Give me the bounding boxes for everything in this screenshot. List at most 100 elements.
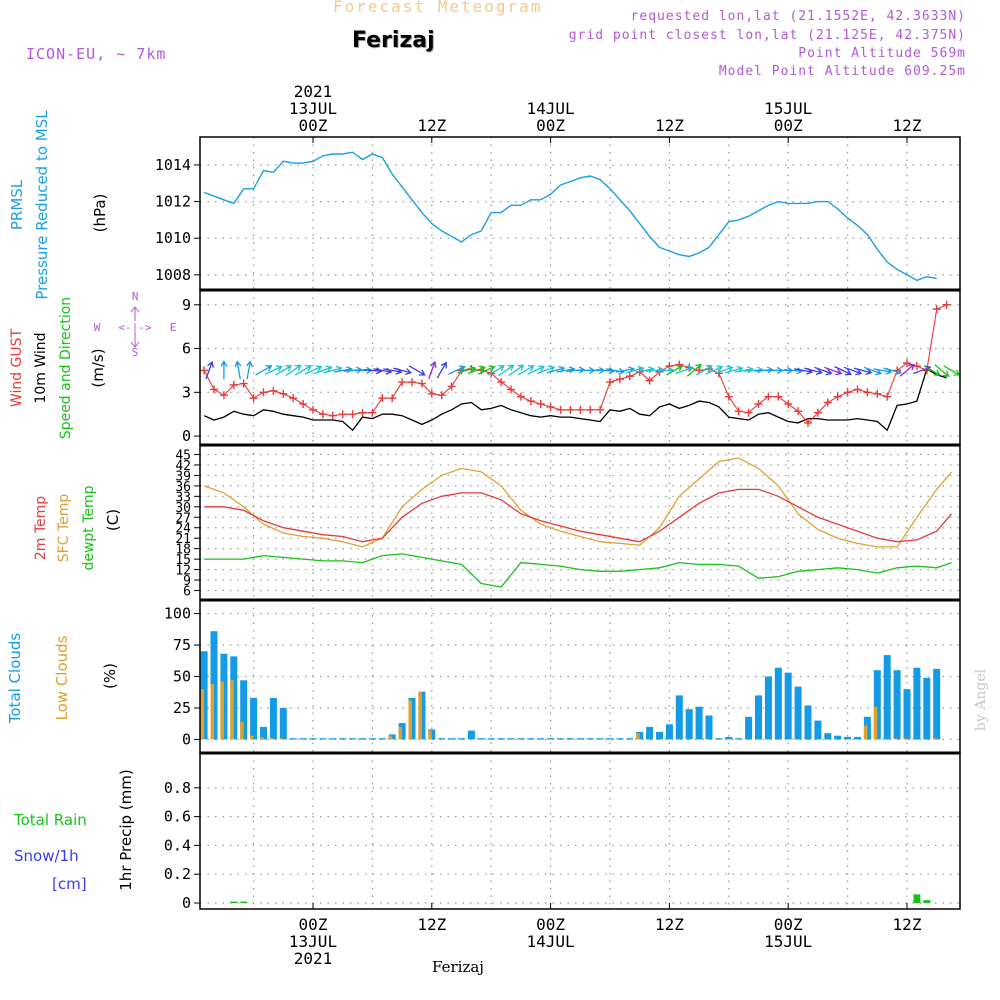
- rain-bar: [230, 901, 238, 903]
- total-cloud-bar: [764, 676, 772, 740]
- gust-marker: [378, 394, 387, 403]
- total-cloud-bar: [269, 697, 277, 740]
- gust-marker: [229, 381, 238, 390]
- top-time-label: 00Z: [299, 116, 328, 135]
- y-tick-label: 36: [175, 480, 191, 495]
- bottom-time-label: 12Z: [417, 915, 446, 934]
- y-tick-label: 0: [182, 427, 191, 445]
- model-label: ICON-EU, ~ 7km: [26, 45, 167, 63]
- total-cloud-bar: [685, 709, 693, 740]
- requested-coords: requested lon,lat (21.1552E, 42.3633N): [630, 9, 966, 24]
- gust-marker: [358, 408, 367, 417]
- wind-direction-arrow: [635, 366, 655, 374]
- compass-ns-arrow: [130, 306, 140, 348]
- gust-marker: [833, 392, 842, 401]
- snow-unit-label: [cm]: [52, 875, 87, 893]
- credit-watermark: by Angel: [973, 668, 989, 731]
- gust-marker: [813, 408, 822, 417]
- top-time-label: 15JUL: [764, 99, 812, 118]
- temperature-panel: [203, 457, 953, 588]
- total-cloud-bar: [378, 738, 386, 740]
- bottom-time-label: 12Z: [893, 915, 922, 934]
- gust-marker: [516, 392, 525, 401]
- compass-south-label: S: [132, 346, 139, 359]
- wind-unit: (m/s): [89, 348, 107, 387]
- gust-marker: [615, 375, 624, 384]
- gust-marker: [279, 389, 288, 398]
- total-cloud-bar: [616, 738, 624, 740]
- y-tick-label: 27: [175, 511, 191, 526]
- low-cloud-bar: [279, 738, 284, 740]
- gust-marker: [417, 379, 426, 388]
- wind-direction-arrow: [527, 365, 546, 375]
- wind-direction-arrow: [715, 365, 734, 375]
- y-tick-label: 0.8: [164, 779, 191, 797]
- y-tick-label: 1012: [155, 193, 191, 211]
- total-cloud-bar: [923, 677, 931, 740]
- cloud-unit: (%): [101, 663, 119, 689]
- wind-direction-arrow: [596, 367, 616, 375]
- wind-direction-arrow: [804, 367, 823, 376]
- total-cloud-bar: [784, 672, 792, 740]
- gust-marker: [200, 366, 209, 375]
- low-cloud-bar: [398, 726, 403, 740]
- gust-marker: [764, 392, 773, 401]
- gust-marker: [576, 405, 585, 414]
- y-tick-label: 1014: [155, 156, 191, 174]
- top-time-label: 00Z: [536, 116, 565, 135]
- gust-marker: [309, 405, 317, 414]
- wind-direction-arrow: [285, 364, 302, 377]
- total-cloud-bar: [576, 738, 584, 740]
- gust-marker: [794, 407, 803, 416]
- y-tick-label: 1008: [155, 266, 191, 284]
- total-cloud-bar: [309, 738, 317, 740]
- gust-marker: [625, 372, 634, 381]
- gust-marker: [437, 391, 446, 400]
- bottom-time-label: 00Z: [774, 915, 803, 934]
- pressure-line: [203, 151, 937, 282]
- low-cloud-bar: [428, 730, 432, 740]
- total-cloud-bar: [883, 655, 891, 740]
- total-rain-label: Total Rain: [13, 811, 87, 829]
- clouds-panel: [200, 631, 941, 740]
- top-time-label: 12Z: [417, 116, 446, 135]
- gust-marker: [843, 388, 852, 397]
- total-cloud-bar: [933, 668, 941, 740]
- total-cloud-bar: [596, 738, 604, 740]
- total-cloud-bar: [329, 738, 337, 740]
- temp-axis-title: 2m Temp: [33, 496, 49, 560]
- wind-direction-arrow: [220, 360, 228, 380]
- total-cloud-bar: [903, 689, 911, 740]
- low-cloud-bar: [873, 706, 878, 740]
- y-tick-label: 3: [182, 383, 191, 401]
- total-cloud-bar: [537, 738, 545, 740]
- compass-west-label: W: [94, 321, 101, 334]
- wind-direction-arrow: [508, 364, 525, 377]
- bottom-time-label: 12Z: [655, 915, 684, 934]
- gust-marker: [774, 392, 783, 401]
- wind-direction-arrow: [436, 361, 447, 379]
- location-title: Ferizaj: [352, 28, 435, 53]
- cloud-axis-title: Total Clouds: [6, 633, 24, 725]
- wind-direction-arrow: [428, 360, 437, 380]
- gust-marker: [299, 399, 308, 408]
- wind-direction-arrow: [843, 366, 863, 376]
- gust-marker: [873, 389, 882, 398]
- y-tick-label: 75: [173, 636, 191, 654]
- top-time-label: 2021: [294, 82, 333, 101]
- gust-marker: [427, 389, 436, 398]
- total-cloud-bar: [547, 738, 555, 740]
- wind-direction-arrow: [734, 366, 754, 374]
- total-cloud-bar: [527, 738, 535, 740]
- low-cloud-bar: [260, 736, 264, 740]
- total-cloud-bar: [260, 726, 267, 740]
- y-tick-label: 6: [182, 340, 191, 358]
- gust-marker: [536, 399, 545, 408]
- bottom-time-label: 00Z: [299, 915, 328, 934]
- total-cloud-bar: [646, 726, 654, 740]
- wind-direction-arrow: [264, 365, 283, 375]
- total-cloud-bar: [804, 705, 812, 740]
- y-tick-label: 0.4: [164, 836, 191, 854]
- low-cloud-bar: [230, 680, 234, 740]
